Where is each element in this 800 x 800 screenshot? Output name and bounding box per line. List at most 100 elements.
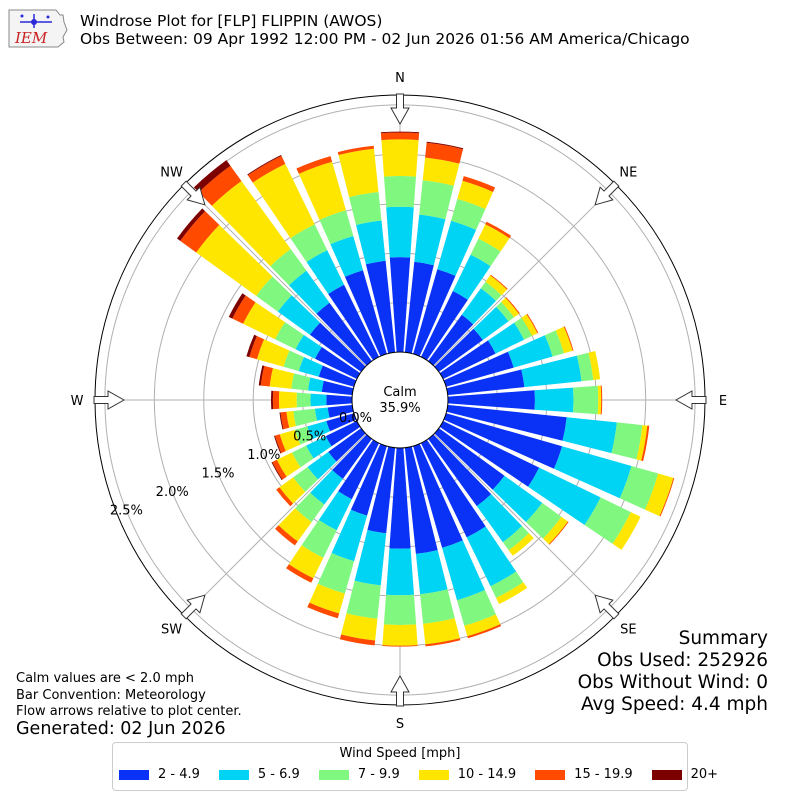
legend-item: 10 - 14.9	[418, 767, 517, 782]
windrose-bar-segment	[611, 422, 643, 460]
windrose-bar-segment	[278, 508, 312, 542]
legend-item: 20+	[651, 767, 718, 782]
windrose-bar-segment	[193, 160, 231, 193]
windrose-bar-segment	[425, 142, 463, 164]
windrose-bar-segment	[256, 276, 292, 312]
windrose-bar-segment	[488, 322, 525, 354]
flow-arrow-icon	[390, 93, 410, 126]
windrose-bar-segment	[309, 583, 345, 614]
windrose-bar-segment	[461, 288, 496, 325]
windrose-bar-segment	[247, 155, 286, 183]
windrose-bar-segment	[473, 306, 509, 340]
windrose-bar-segment	[501, 297, 519, 318]
windrose-bar-segment	[641, 425, 650, 462]
windrose-bar-segment	[507, 335, 553, 368]
compass-label-e: E	[719, 394, 727, 409]
windrose-bar-segment	[384, 176, 416, 208]
compass-label-ne: NE	[619, 166, 637, 181]
windrose-bar-segment	[636, 425, 648, 461]
flow-arrow-icon	[180, 180, 206, 206]
windrose-bar-segment	[645, 473, 674, 517]
windrose-bar-segment	[339, 634, 376, 646]
summary-title: Summary	[678, 628, 768, 649]
windrose-bar-segment	[180, 211, 220, 253]
windrose-bar-segment	[584, 497, 631, 544]
windrose-bar-segment	[467, 624, 502, 639]
windrose-bar-segment	[443, 351, 514, 387]
calm-label: Calm	[383, 385, 416, 400]
radial-tick-label: 2.5%	[110, 504, 143, 519]
windrose-bar-segment	[543, 516, 568, 545]
windrose-bar-segment	[544, 330, 564, 357]
windrose-bar-segment	[198, 165, 242, 206]
windrose-bar-segment	[420, 589, 455, 624]
legend-swatch	[418, 769, 449, 780]
windrose-bar-segment	[382, 645, 418, 647]
windrose-bar-segment	[341, 613, 378, 641]
windrose-bar-segment	[548, 521, 569, 545]
windrose-bar-segment	[446, 404, 567, 441]
legend-item: 5 - 6.9	[218, 767, 300, 782]
windrose-bar-segment	[247, 155, 282, 176]
windrose-bar-segment	[414, 214, 446, 266]
radial-tick-label: 2.0%	[156, 485, 189, 500]
windrose-bar-segment	[338, 148, 379, 198]
windrose-bar-segment	[317, 553, 355, 594]
windrose-bar-segment	[288, 545, 324, 579]
flow-arrow-icon	[594, 180, 620, 206]
windrose-bar-segment	[404, 446, 438, 554]
windrose-bar-segment	[272, 459, 287, 480]
windrose-bar-segment	[228, 293, 246, 319]
legend-swatch	[318, 769, 349, 780]
windrose-bar-segment	[415, 550, 448, 595]
radial-tick-label: 1.0%	[247, 448, 280, 463]
windrose-bar-segment	[346, 580, 381, 619]
windrose-bar-segment	[457, 590, 496, 626]
windrose-bar-segment	[252, 163, 315, 239]
windrose-bar-segment	[291, 445, 314, 468]
windrose-bar-segment	[478, 224, 510, 252]
windrose-bar-segment	[307, 451, 337, 480]
windrose-bar-segment	[442, 540, 485, 601]
iem-logo: IEM	[6, 6, 70, 54]
flow-arrow-icon	[93, 390, 126, 410]
windrose-bar-segment	[308, 377, 324, 392]
windrose-bar-segment	[381, 139, 419, 177]
legend-item: 15 - 19.9	[535, 767, 633, 782]
windrose-bar-segment	[485, 275, 507, 296]
windrose-bar-segment	[451, 198, 486, 230]
windrose-bar-segment	[521, 355, 582, 388]
windrose-bar-segment	[271, 462, 283, 481]
windrose-bar-segment	[446, 369, 525, 396]
windrose-bar-segment	[307, 421, 330, 440]
summary-obs-without-wind: Obs Without Wind: 0	[577, 672, 768, 693]
windrose-bar-segment	[272, 390, 280, 410]
legend-items: 2 - 4.9 5 - 6.9 7 - 9.9 10 - 14.9 15 - 19.9 2…	[119, 767, 737, 782]
windrose-bar-segment	[588, 351, 601, 380]
legend-label: 5 - 6.9	[257, 767, 300, 782]
windrose-bar-segment	[318, 491, 352, 531]
windrose-bar-segment	[476, 494, 523, 543]
windrose-bar-segment	[350, 443, 387, 516]
compass-label-se: SE	[620, 622, 636, 637]
windrose-bar-segment	[380, 131, 420, 134]
flow-arrow-icon	[594, 594, 620, 620]
windrose-bar-segment	[659, 477, 675, 517]
radial-tick-label: 0.5%	[293, 430, 326, 445]
windrose-bar-segment	[490, 274, 508, 290]
legend-swatch	[535, 769, 566, 780]
windrose-bar-segment	[288, 270, 330, 314]
legend-item: 7 - 9.9	[318, 767, 400, 782]
windrose-bar-segment	[327, 404, 354, 418]
windrose-bar-segment	[490, 571, 524, 598]
windrose-bar-segment	[505, 297, 520, 314]
windrose-bar-segment	[318, 365, 357, 387]
calm-circle	[351, 351, 449, 449]
windrose-bar-segment	[462, 176, 496, 192]
windrose-bar-segment	[470, 238, 501, 267]
windrose-bar-segment	[380, 132, 420, 141]
legend-label: 10 - 14.9	[457, 767, 517, 782]
iem-logo-text: IEM	[14, 29, 48, 47]
windrose-bar-segment	[291, 373, 311, 391]
